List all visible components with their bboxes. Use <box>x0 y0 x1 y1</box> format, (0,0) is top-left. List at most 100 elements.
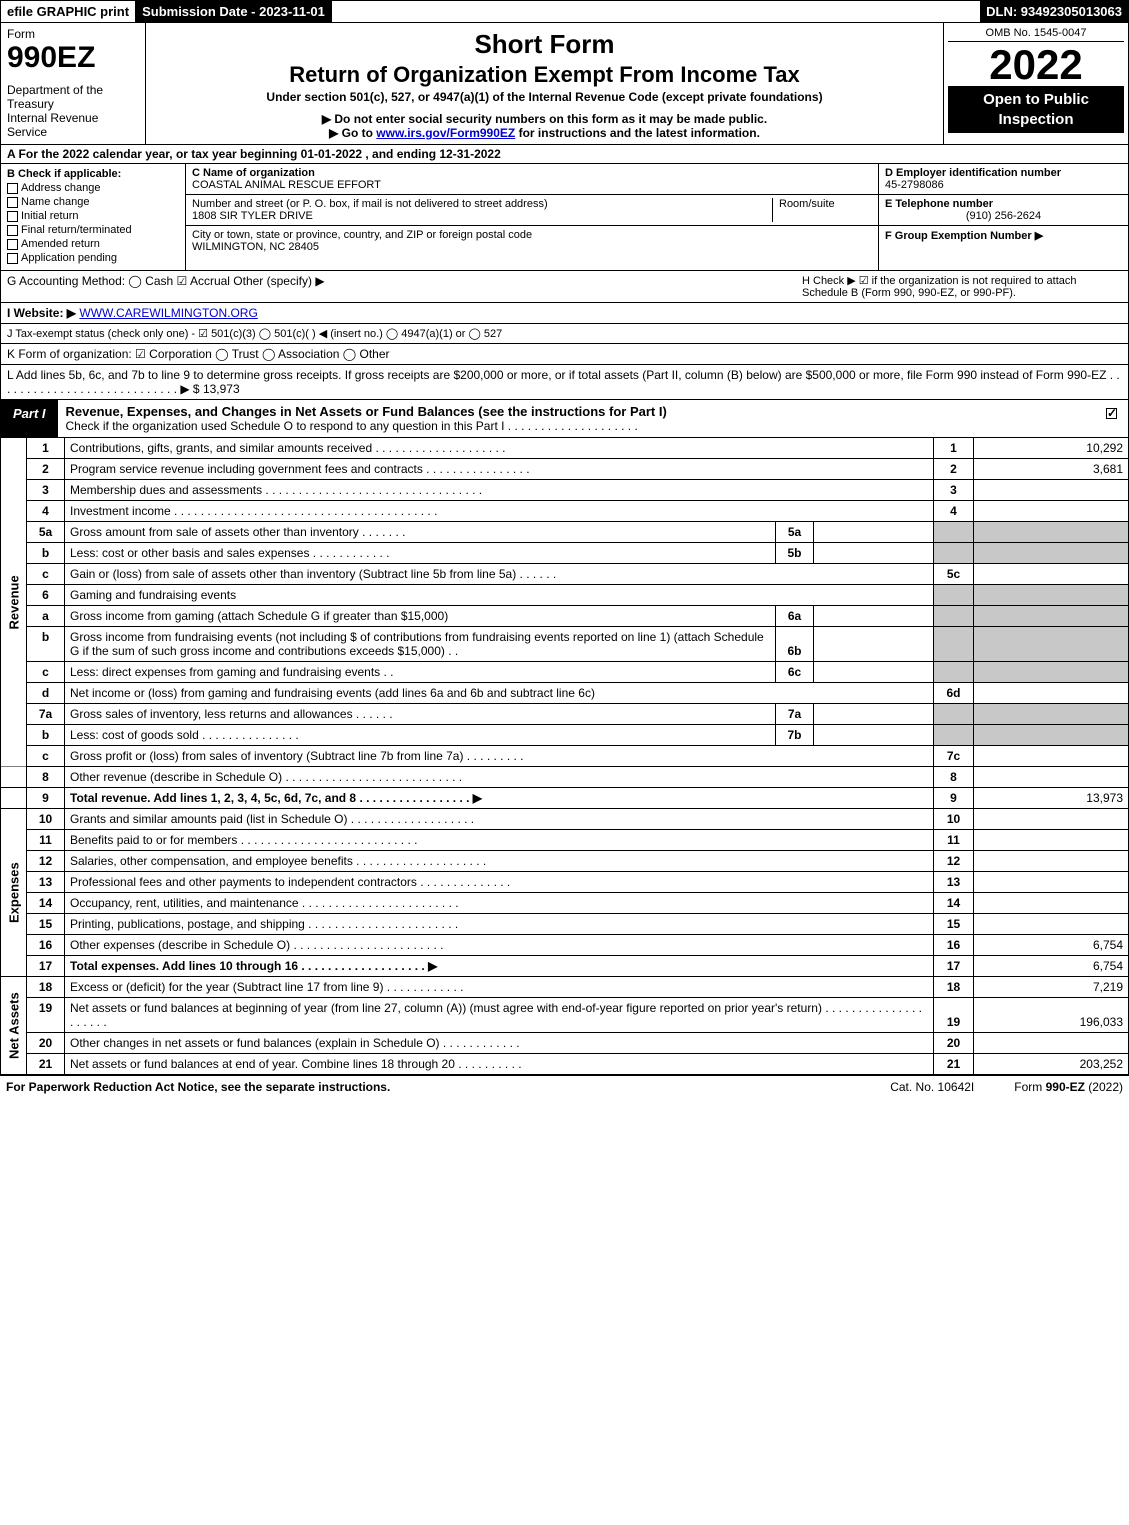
c-name-row: C Name of organization COASTAL ANIMAL RE… <box>186 164 878 195</box>
e-row: E Telephone number (910) 256-2624 <box>879 195 1128 226</box>
omb-number: OMB No. 1545-0047 <box>948 27 1124 42</box>
dln: DLN: 93492305013063 <box>980 1 1128 22</box>
line-7a: 7a Gross sales of inventory, less return… <box>1 704 1129 725</box>
footer: For Paperwork Reduction Act Notice, see … <box>0 1075 1129 1098</box>
line-11: 11 Benefits paid to or for members . . .… <box>1 830 1129 851</box>
val-9: 13,973 <box>974 788 1129 809</box>
val-16: 6,754 <box>974 935 1129 956</box>
city-label: City or town, state or province, country… <box>192 229 532 241</box>
chk-application-pending[interactable]: Application pending <box>7 252 179 264</box>
line-3: 3 Membership dues and assessments . . . … <box>1 480 1129 501</box>
line-13: 13 Professional fees and other payments … <box>1 872 1129 893</box>
part1-title-text: Revenue, Expenses, and Changes in Net As… <box>66 404 667 419</box>
top-bar: efile GRAPHIC print Submission Date - 20… <box>0 0 1129 23</box>
f-label: F Group Exemption Number ▶ <box>885 230 1043 242</box>
dept-label: Department of the Treasury <box>7 83 139 111</box>
line-17: 17 Total expenses. Add lines 10 through … <box>1 956 1129 977</box>
submission-date: Submission Date - 2023-11-01 <box>136 1 332 22</box>
col-c: C Name of organization COASTAL ANIMAL RE… <box>186 164 878 270</box>
d-row: D Employer identification number 45-2798… <box>879 164 1128 195</box>
subtitle-1: Under section 501(c), 527, or 4947(a)(1)… <box>154 90 935 104</box>
line-9: 9 Total revenue. Add lines 1, 2, 3, 4, 5… <box>1 788 1129 809</box>
part1-title: Revenue, Expenses, and Changes in Net As… <box>58 400 1098 437</box>
irs-label: Internal Revenue Service <box>7 111 139 139</box>
line-6c: c Less: direct expenses from gaming and … <box>1 662 1129 683</box>
line-8: 8 Other revenue (describe in Schedule O)… <box>1 767 1129 788</box>
header-right: OMB No. 1545-0047 2022 Open to Public In… <box>943 23 1128 144</box>
line-21: 21 Net assets or fund balances at end of… <box>1 1054 1129 1075</box>
side-netassets: Net Assets <box>1 977 27 1075</box>
b-label: B Check if applicable: <box>7 168 179 180</box>
form-header: Form 990EZ Department of the Treasury In… <box>0 23 1129 145</box>
chk-address-change[interactable]: Address change <box>7 182 179 194</box>
line-7b: b Less: cost of goods sold . . . . . . .… <box>1 725 1129 746</box>
row-l: L Add lines 5b, 6c, and 7b to line 9 to … <box>0 365 1129 400</box>
chk-final-return[interactable]: Final return/terminated <box>7 224 179 236</box>
part1-sub: Check if the organization used Schedule … <box>66 419 638 433</box>
c-city-row: City or town, state or province, country… <box>186 226 878 256</box>
col-def: D Employer identification number 45-2798… <box>878 164 1128 270</box>
d-label: D Employer identification number <box>885 167 1061 179</box>
line-12: 12 Salaries, other compensation, and emp… <box>1 851 1129 872</box>
line-5a: 5a Gross amount from sale of assets othe… <box>1 522 1129 543</box>
line-6: 6 Gaming and fundraising events <box>1 585 1129 606</box>
org-city: WILMINGTON, NC 28405 <box>192 241 319 253</box>
footer-left: For Paperwork Reduction Act Notice, see … <box>6 1080 850 1094</box>
phone-value: (910) 256-2624 <box>885 210 1122 222</box>
lines-table: Revenue 1 Contributions, gifts, grants, … <box>0 438 1129 1075</box>
part1-label: Part I <box>1 400 58 437</box>
line-4: 4 Investment income . . . . . . . . . . … <box>1 501 1129 522</box>
val-17: 6,754 <box>974 956 1129 977</box>
line-2: 2 Program service revenue including gove… <box>1 459 1129 480</box>
title-short-form: Short Form <box>154 29 935 60</box>
row-i: I Website: ▶ WWW.CAREWILMINGTON.ORG <box>0 303 1129 324</box>
f-row: F Group Exemption Number ▶ <box>879 226 1128 245</box>
header-left: Form 990EZ Department of the Treasury In… <box>1 23 146 144</box>
chk-initial-return[interactable]: Initial return <box>7 210 179 222</box>
org-name: COASTAL ANIMAL RESCUE EFFORT <box>192 179 381 191</box>
line-18: Net Assets 18 Excess or (deficit) for th… <box>1 977 1129 998</box>
subtitle-2: ▶ Do not enter social security numbers o… <box>154 112 935 126</box>
c-name-label: C Name of organization <box>192 167 315 179</box>
website-link[interactable]: WWW.CAREWILMINGTON.ORG <box>79 306 257 320</box>
efile-label: efile GRAPHIC print <box>1 1 136 22</box>
chk-amended-return[interactable]: Amended return <box>7 238 179 250</box>
subtitle-3: ▶ Go to www.irs.gov/Form990EZ for instru… <box>154 126 935 140</box>
title-return: Return of Organization Exempt From Incom… <box>154 62 935 88</box>
line-6d: d Net income or (loss) from gaming and f… <box>1 683 1129 704</box>
val-18: 7,219 <box>974 977 1129 998</box>
col-b: B Check if applicable: Address change Na… <box>1 164 186 270</box>
line-1: Revenue 1 Contributions, gifts, grants, … <box>1 438 1129 459</box>
part1-check[interactable] <box>1098 400 1128 437</box>
val-21: 203,252 <box>974 1054 1129 1075</box>
tax-year: 2022 <box>948 44 1124 86</box>
line-15: 15 Printing, publications, postage, and … <box>1 914 1129 935</box>
ein-value: 45-2798086 <box>885 179 944 191</box>
row-k: K Form of organization: ☑ Corporation ◯ … <box>0 344 1129 365</box>
form-number: 990EZ <box>7 41 139 75</box>
footer-center: Cat. No. 10642I <box>850 1080 1014 1094</box>
section-a: A For the 2022 calendar year, or tax yea… <box>0 145 1129 164</box>
irs-link[interactable]: www.irs.gov/Form990EZ <box>376 126 515 140</box>
form-label: Form <box>7 27 139 41</box>
chk-name-change[interactable]: Name change <box>7 196 179 208</box>
line-6a: a Gross income from gaming (attach Sched… <box>1 606 1129 627</box>
line-14: 14 Occupancy, rent, utilities, and maint… <box>1 893 1129 914</box>
side-revenue: Revenue <box>1 438 27 767</box>
c-addr-row: Number and street (or P. O. box, if mail… <box>186 195 878 226</box>
h-schedule-b: H Check ▶ ☑ if the organization is not r… <box>802 274 1122 299</box>
line-5b: b Less: cost or other basis and sales ex… <box>1 543 1129 564</box>
val-1: 10,292 <box>974 438 1129 459</box>
block-bcd: B Check if applicable: Address change Na… <box>0 164 1129 271</box>
line-6b: b Gross income from fundraising events (… <box>1 627 1129 662</box>
line-10: Expenses 10 Grants and similar amounts p… <box>1 809 1129 830</box>
line-20: 20 Other changes in net assets or fund b… <box>1 1033 1129 1054</box>
inspection-badge: Open to Public Inspection <box>948 86 1124 133</box>
val-2: 3,681 <box>974 459 1129 480</box>
g-accounting: G Accounting Method: ◯ Cash ☑ Accrual Ot… <box>7 274 802 299</box>
header-center: Short Form Return of Organization Exempt… <box>146 23 943 144</box>
row-j: J Tax-exempt status (check only one) - ☑… <box>0 324 1129 344</box>
side-expenses: Expenses <box>1 809 27 977</box>
line-7c: c Gross profit or (loss) from sales of i… <box>1 746 1129 767</box>
addr-label: Number and street (or P. O. box, if mail… <box>192 198 548 210</box>
